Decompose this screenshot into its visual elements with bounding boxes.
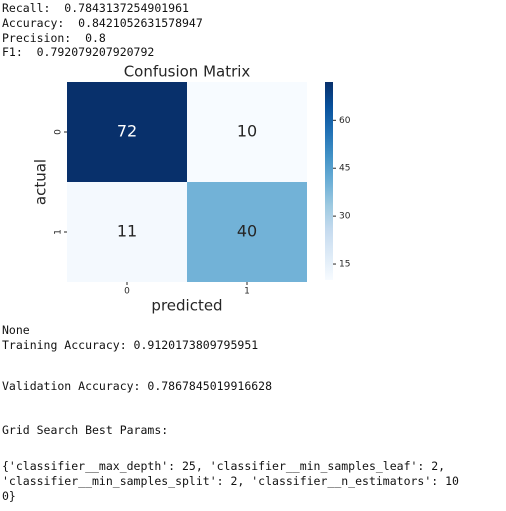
output-line: 0}: [2, 489, 16, 503]
heatmap-cell: [67, 182, 187, 282]
x-tick-label: 1: [244, 287, 250, 297]
output-line: None: [2, 323, 30, 337]
output-line: {'classifier__max_depth': 25, 'classifie…: [2, 459, 446, 473]
cell-label: 11: [117, 222, 137, 241]
output-line: Grid Search Best Params:: [2, 423, 169, 437]
output-line: Validation Accuracy: 0.7867845019916628: [2, 379, 273, 393]
x-tick-label: 0: [124, 287, 130, 297]
y-tick-label: 1: [54, 229, 64, 235]
x-axis-label: predicted: [151, 297, 222, 315]
colorbar-tick-label: 15: [339, 260, 350, 270]
cell-label: 10: [237, 122, 257, 141]
metric-line: Recall: 0.7843137254901961: [2, 1, 189, 15]
chart-title: Confusion Matrix: [124, 63, 251, 81]
cell-label: 72: [117, 122, 137, 141]
colorbar-tick-label: 60: [339, 116, 351, 126]
y-axis-label: actual: [32, 159, 50, 205]
colorbar-tick-label: 45: [339, 164, 350, 174]
cell-label: 40: [237, 222, 257, 241]
y-tick-label: 0: [54, 129, 64, 135]
output-line: Training Accuracy: 0.9120173809795951: [2, 338, 259, 352]
heatmap-cell: [67, 82, 187, 182]
output-line: 'classifier__min_samples_split': 2, 'cla…: [2, 474, 459, 488]
metric-line: F1: 0.792079207920792: [2, 45, 155, 59]
heatmap-cell: [187, 182, 307, 282]
colorbar: [325, 82, 333, 280]
colorbar-tick-label: 30: [339, 212, 351, 222]
metric-line: Precision: 0.8: [2, 31, 106, 45]
metric-line: Accuracy: 0.8421052631578947: [2, 16, 203, 30]
heatmap-cell: [187, 82, 307, 182]
